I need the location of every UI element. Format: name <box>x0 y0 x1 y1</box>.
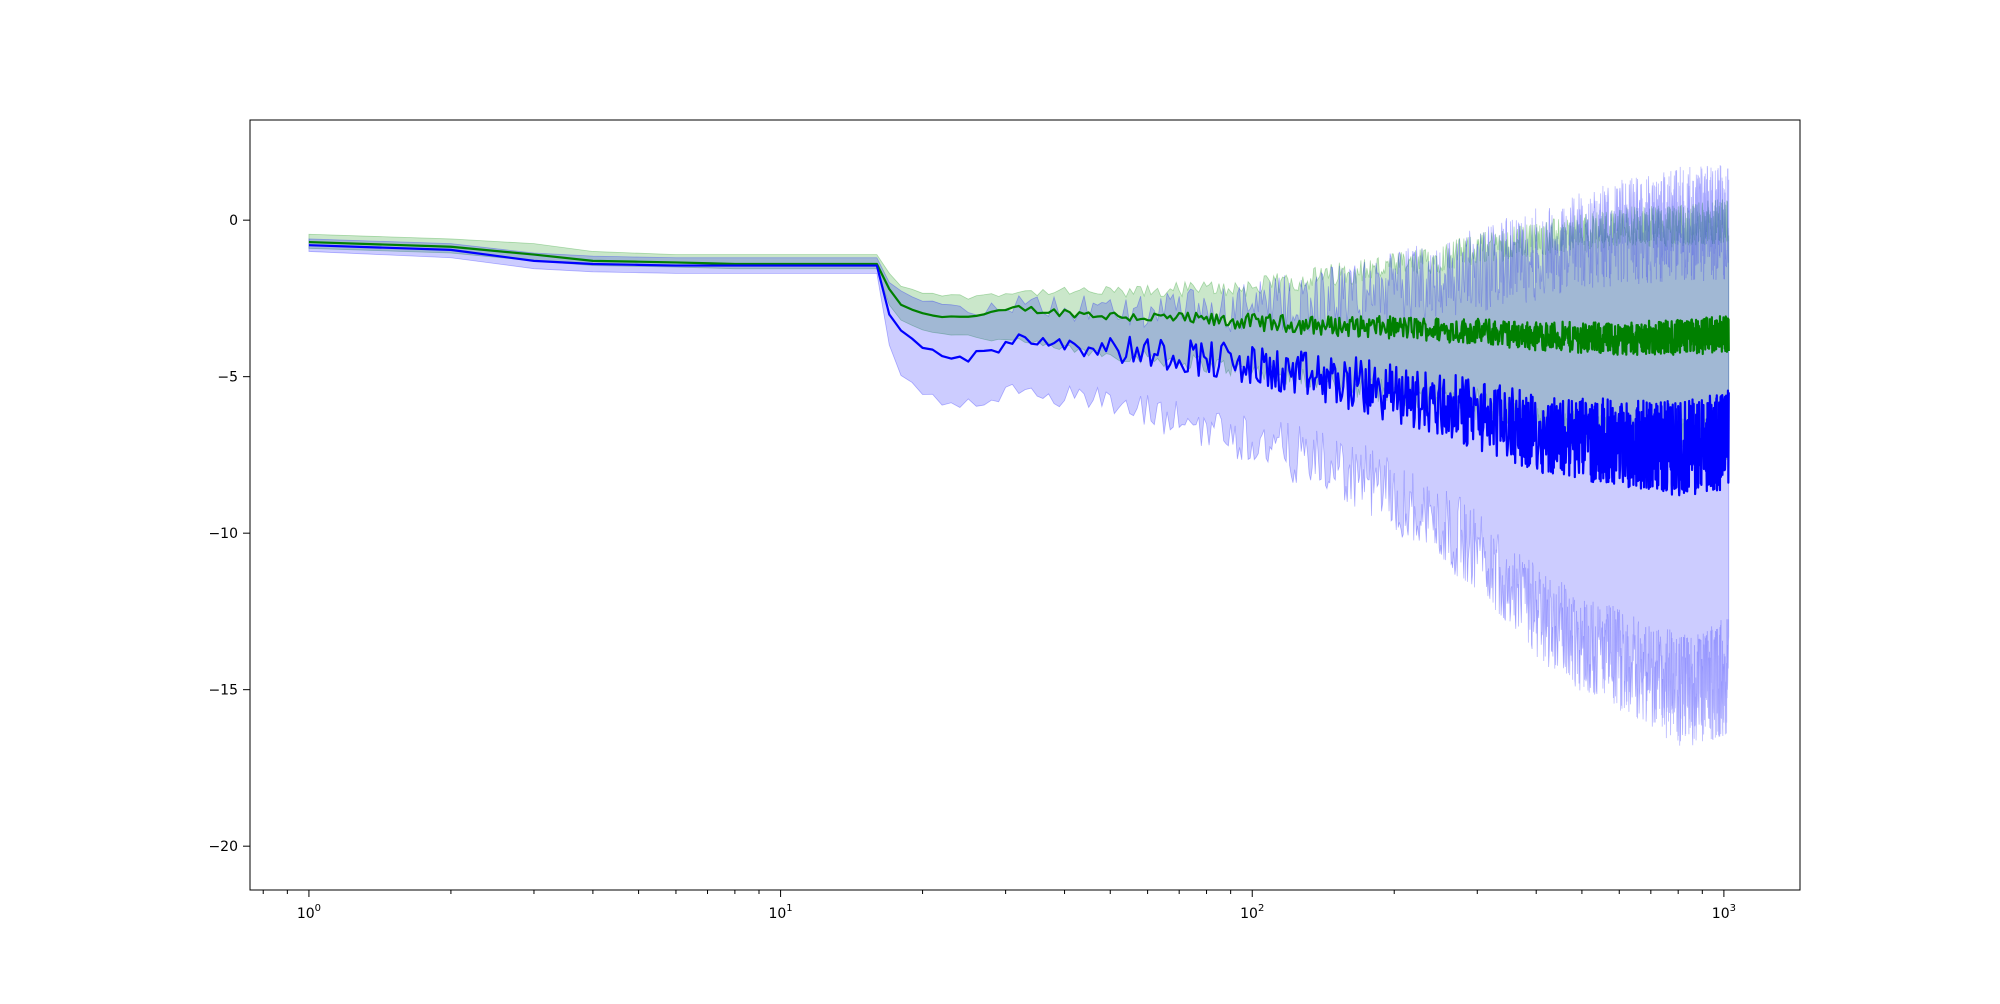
x-axis: 100 101 102 103 <box>262 890 1736 922</box>
x-tick-label: 103 <box>1712 903 1736 922</box>
y-tick-label: −20 <box>208 839 238 855</box>
series-1-line <box>308 240 1730 357</box>
x-tick-label: 101 <box>768 903 792 922</box>
y-tick-label: −15 <box>208 683 238 699</box>
x-tick-label: 102 <box>1240 903 1264 922</box>
series-2-line <box>308 244 1730 497</box>
y-tick-label: −10 <box>208 526 238 542</box>
series-2-band <box>308 165 1730 746</box>
x-tick-label: 100 <box>297 903 321 922</box>
series-lines <box>308 240 1730 497</box>
y-axis: 0 −5 −10 −15 −20 <box>208 213 250 855</box>
y-tick-label: 0 <box>229 213 238 229</box>
y-tick-label: −5 <box>217 370 238 386</box>
plot-frame <box>249 119 1801 891</box>
